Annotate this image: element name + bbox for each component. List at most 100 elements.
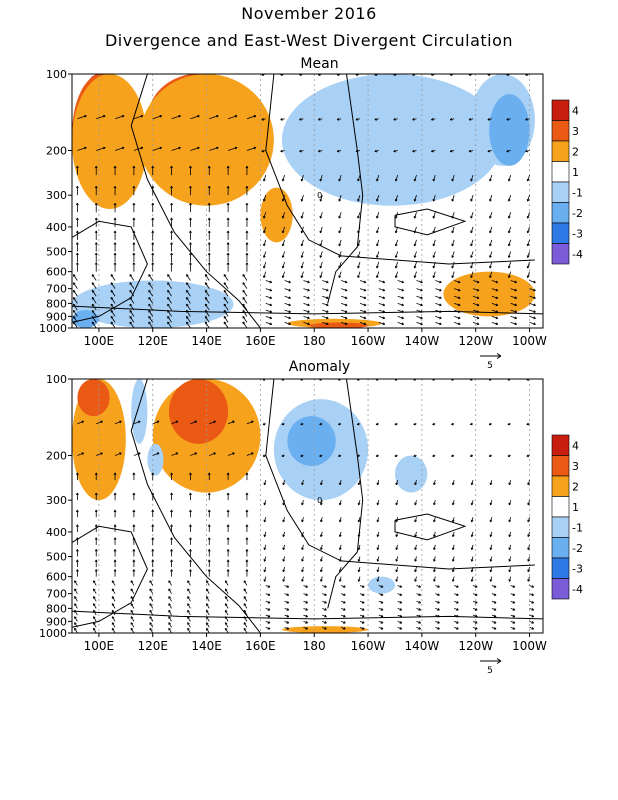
colorbar-swatch: [551, 243, 570, 265]
colorbar-label: 3: [572, 125, 579, 138]
colorbar-label: -2: [572, 207, 583, 220]
x-tick-label: 180: [303, 639, 326, 653]
x-tick-label: 140E: [191, 639, 222, 653]
colorbar-swatch: [551, 475, 570, 497]
y-tick-label: 800: [46, 602, 67, 615]
x-tick-label: 180: [303, 334, 326, 348]
y-tick-label: 300: [46, 189, 67, 202]
colorbar-swatch: [551, 434, 570, 456]
colorbar-swatch: [551, 202, 570, 224]
y-tick-label: 1000: [39, 322, 67, 335]
shade-region: [394, 455, 428, 493]
grid: [98, 74, 530, 328]
shade-region: [168, 379, 229, 444]
y-tick-label: 400: [46, 526, 67, 539]
vector-field: [72, 74, 536, 328]
y-tick-label: 800: [46, 297, 67, 310]
colorbar-swatch: [551, 140, 570, 162]
colorbar-swatch: [551, 99, 570, 121]
plot-frame: [71, 378, 544, 634]
x-tick-label: 100E: [84, 334, 115, 348]
colorbar-label: -1: [572, 521, 583, 534]
colorbar-label: -2: [572, 542, 583, 555]
grid: [98, 379, 530, 633]
y-tick-label: 1000: [39, 627, 67, 640]
x-tick-label: 160E: [245, 639, 276, 653]
x-tick-label: 120W: [458, 334, 493, 348]
colorbar-swatch: [551, 222, 570, 244]
colorbar-label: -4: [572, 583, 583, 596]
vector-field: [74, 379, 535, 633]
x-tick-label: 160W: [351, 639, 386, 653]
colorbar-label: 2: [572, 145, 579, 158]
plot-frame: [71, 73, 544, 329]
y-tick-label: 200: [46, 449, 67, 462]
shade-region: [131, 379, 148, 444]
colorbar-label: 1: [572, 501, 579, 514]
shade-region: [147, 443, 164, 476]
panel-title: Anomaly: [289, 359, 350, 375]
x-tick-label: 120E: [137, 334, 168, 348]
colorbar-label: 4: [572, 104, 579, 117]
colorbar-swatch: [551, 455, 570, 477]
colorbar-label: -3: [572, 227, 583, 240]
colorbar-swatch: [551, 557, 570, 579]
y-tick-label: 700: [46, 588, 67, 601]
x-tick-label: 100E: [84, 639, 115, 653]
colorbar-label: 4: [572, 439, 579, 452]
colorbar-swatch: [551, 578, 570, 600]
x-tick-label: 140W: [404, 639, 439, 653]
colorbar-label: 2: [572, 480, 579, 493]
y-tick-label: 100: [46, 68, 67, 81]
shade-region: [489, 94, 530, 166]
contour-lines: [72, 379, 543, 633]
y-tick-label: 600: [46, 266, 67, 279]
y-tick-label: 700: [46, 283, 67, 296]
colorbar-swatch: [551, 537, 570, 559]
shade-region: [281, 74, 503, 206]
figure-title: November 2016: [241, 4, 377, 23]
x-tick-label: 140W: [404, 334, 439, 348]
reference-vector-label: 5: [487, 361, 493, 371]
contour-label: 0: [317, 496, 322, 505]
y-tick-label: 500: [46, 246, 67, 259]
y-tick-label: 500: [46, 551, 67, 564]
shade-region: [368, 576, 395, 594]
shade-region: [443, 271, 535, 317]
colorbar-swatch: [551, 516, 570, 538]
y-tick-label: 400: [46, 221, 67, 234]
x-tick-label: 100W: [512, 334, 547, 348]
contour-label: 0: [317, 191, 322, 200]
x-tick-label: 160W: [351, 334, 386, 348]
shade-region: [72, 74, 148, 209]
contour-lines: [72, 74, 543, 328]
shade-region: [281, 626, 369, 633]
x-tick-label: 120W: [458, 639, 493, 653]
shade-region: [308, 322, 369, 328]
y-tick-label: 600: [46, 571, 67, 584]
shade-region: [287, 416, 336, 466]
colorbar-label: -3: [572, 562, 583, 575]
colorbar-swatch: [551, 181, 570, 203]
y-tick-label: 100: [46, 373, 67, 386]
reference-vector-label: 5: [487, 666, 493, 676]
colorbar-swatch: [551, 161, 570, 183]
x-tick-label: 140E: [191, 334, 222, 348]
shade-region: [260, 187, 293, 243]
colorbar-label: -4: [572, 248, 583, 261]
colorbar: 4 3 2 1 -1 -2 -3 -4: [551, 99, 583, 265]
y-tick-label: 200: [46, 144, 67, 157]
x-tick-label: 100W: [512, 639, 547, 653]
panel-title: Mean: [300, 56, 338, 72]
x-tick-label: 120E: [137, 639, 168, 653]
x-tick-label: 160E: [245, 334, 276, 348]
colorbar-swatch: [551, 120, 570, 142]
y-tick-label: 300: [46, 494, 67, 507]
shade-region: [77, 379, 110, 417]
colorbar-label: -1: [572, 186, 583, 199]
colorbar-swatch: [551, 496, 570, 518]
colorbar-label: 3: [572, 460, 579, 473]
